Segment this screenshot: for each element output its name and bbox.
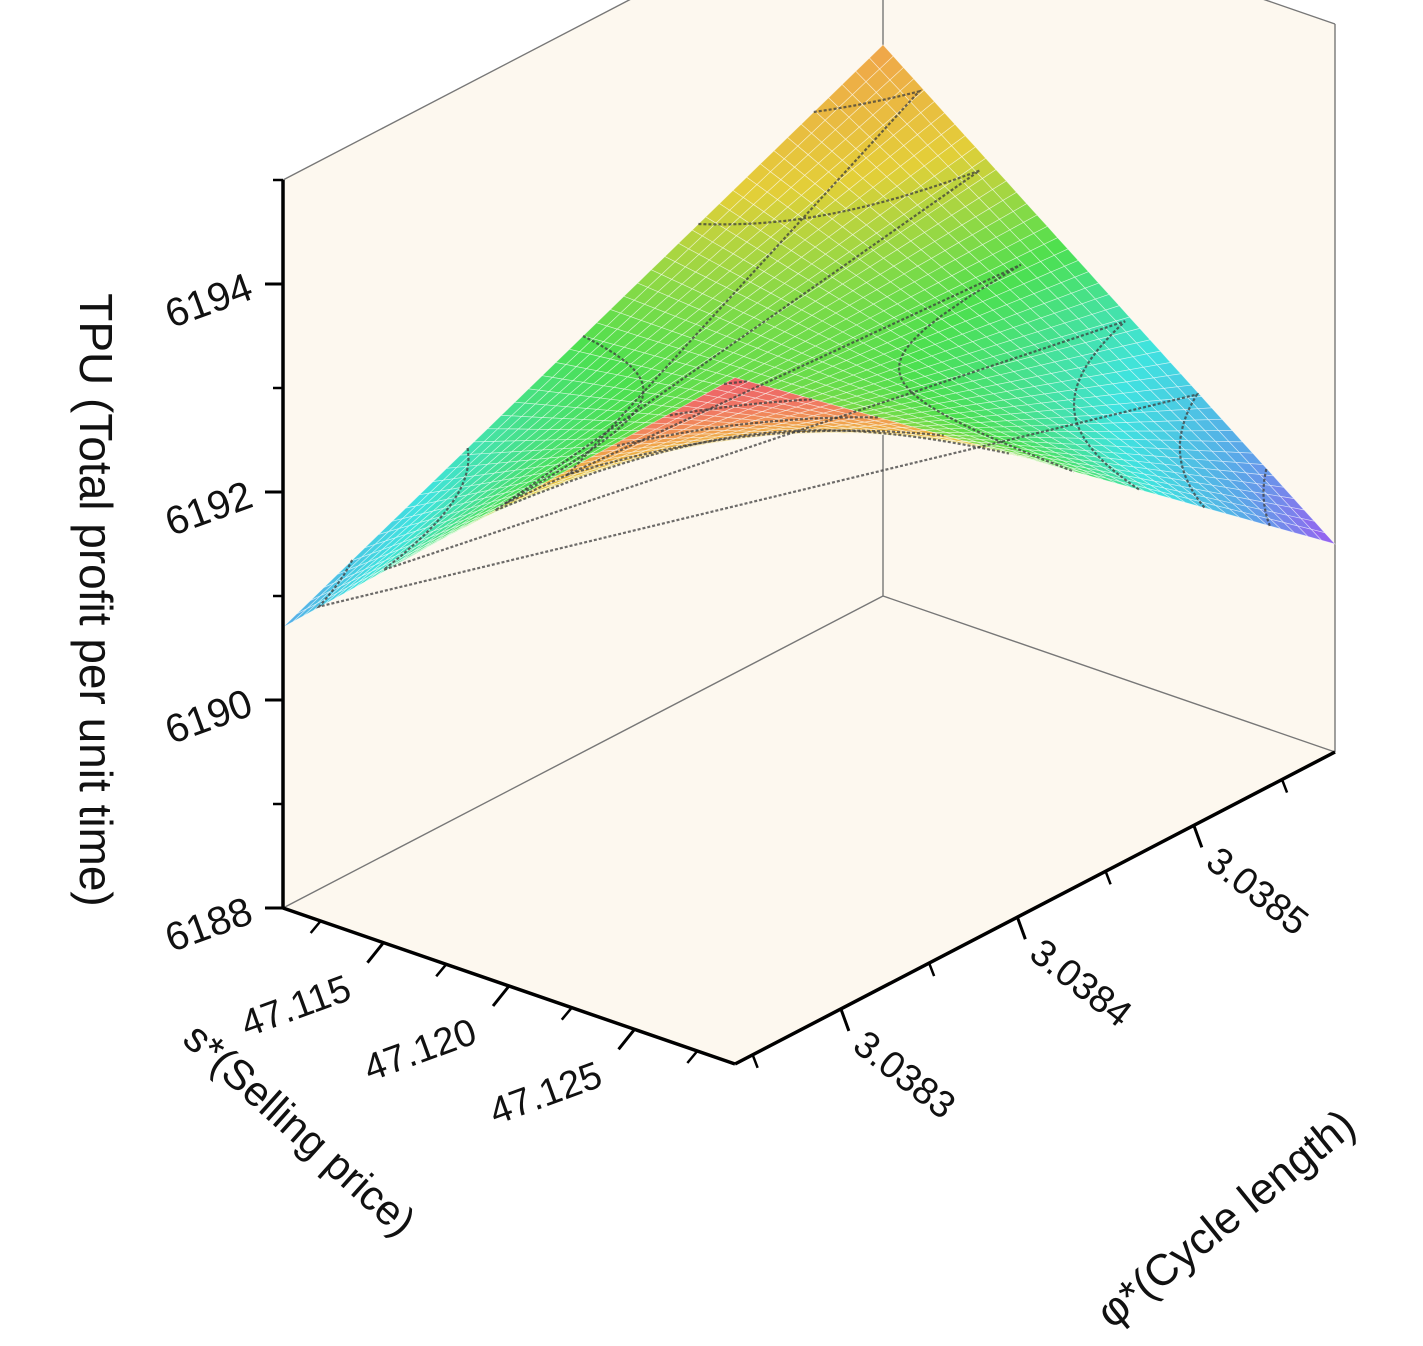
phi-tick-label: 3.0383	[845, 1023, 962, 1128]
contour-line	[669, 398, 814, 417]
wall-edge	[882, 595, 1336, 753]
s-tick	[491, 985, 511, 1007]
s-tick	[366, 941, 385, 964]
phi-minor-tick	[1280, 779, 1289, 793]
s-minor-tick	[309, 920, 322, 934]
phi-minor-tick	[927, 962, 936, 977]
y-axis-label: φ*(Cycle length)	[1087, 1100, 1364, 1338]
contour-line	[504, 263, 1075, 505]
z-tick-label: 6192	[159, 473, 258, 545]
contour-line	[616, 416, 879, 447]
s-tick-label: 47.120	[358, 1011, 482, 1090]
s-minor-tick	[560, 1006, 573, 1021]
phi-minor-tick	[751, 1054, 759, 1069]
surface-mesh	[282, 44, 1337, 628]
phi-tick	[1192, 824, 1204, 848]
contour-line	[383, 320, 1140, 571]
contour-line	[494, 169, 1010, 512]
z-tick-label: 6190	[159, 681, 258, 753]
s-tick-label: 47.115	[236, 968, 357, 1046]
s-minor-tick	[686, 1050, 699, 1064]
phi-minor-tick	[1104, 870, 1112, 885]
s-tick-label: 47.125	[484, 1054, 608, 1133]
z-tick-label: 6188	[159, 889, 258, 961]
z-axis-label: TPU (Total profit per unit time)	[70, 293, 122, 907]
contour-line	[723, 380, 749, 385]
s-tick	[617, 1028, 636, 1051]
phi-axis-line	[734, 750, 1336, 1066]
contour-line	[1262, 468, 1271, 527]
s-minor-tick	[435, 963, 448, 978]
floor	[283, 596, 1335, 1064]
phi-tick	[839, 1008, 851, 1032]
z-tick-label: 6194	[159, 265, 258, 337]
contour-line	[316, 392, 1206, 609]
wall-edge	[282, 0, 631, 181]
contour-line	[564, 89, 944, 477]
phi-tick-label: 3.0384	[1022, 931, 1139, 1036]
wall-edge	[282, 595, 884, 909]
phi-tick	[1015, 916, 1027, 940]
phi-tick-label: 3.0385	[1198, 839, 1315, 944]
